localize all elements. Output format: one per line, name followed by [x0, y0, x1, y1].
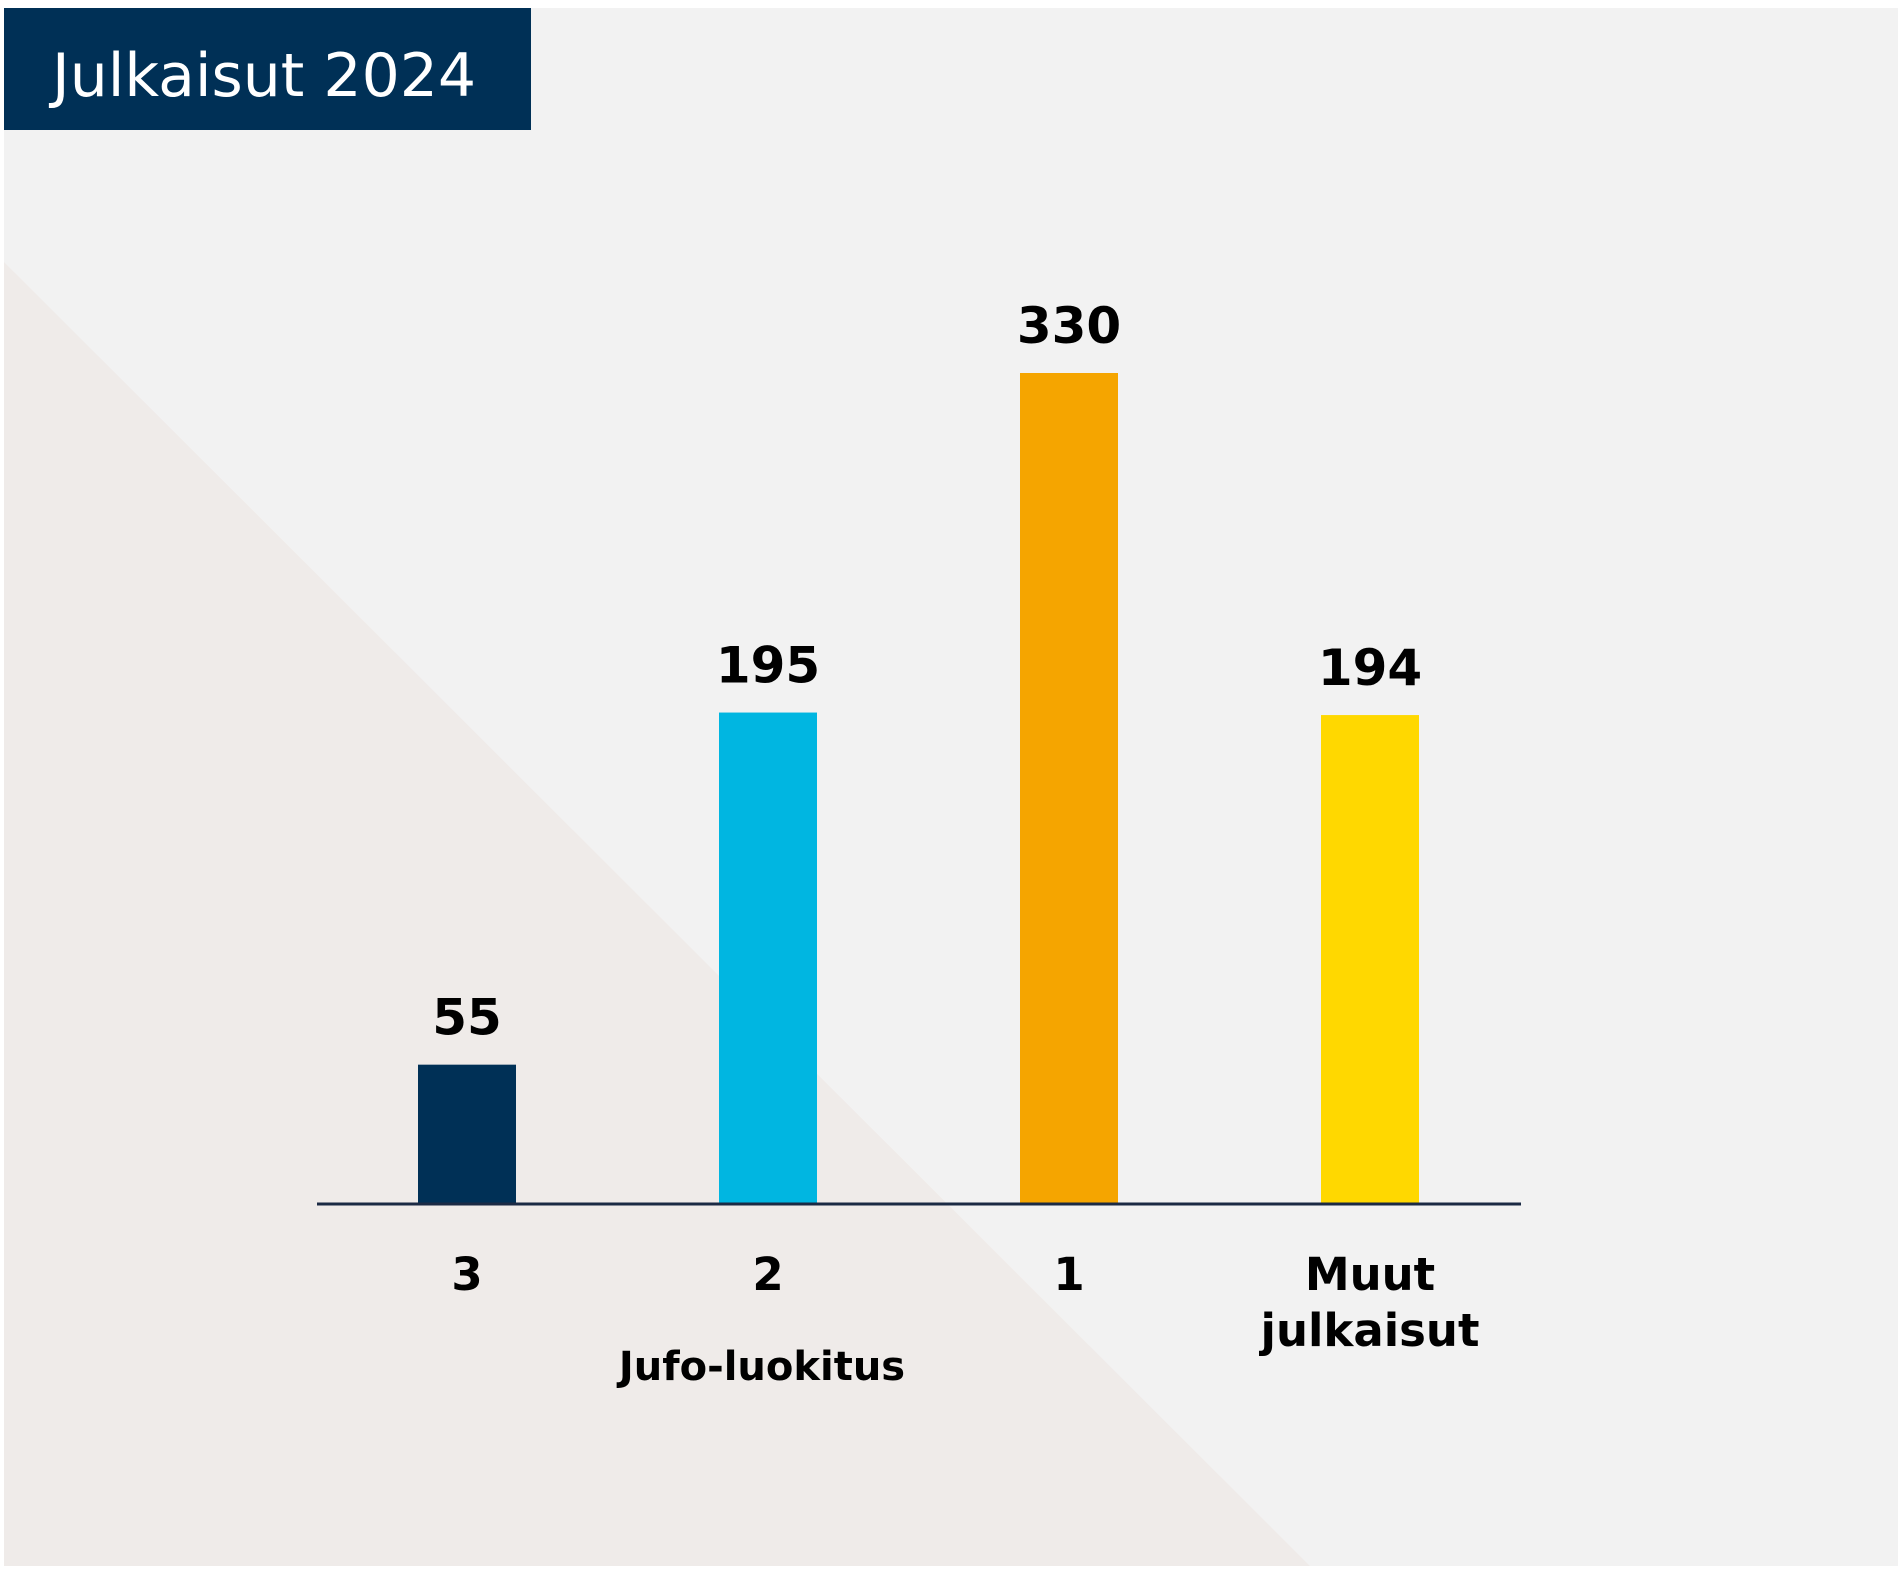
bar-1 [719, 712, 817, 1203]
category-label-3-line-0: Muut [1305, 1248, 1435, 1301]
value-label-2: 330 [1017, 297, 1121, 355]
category-label-3-line-1: julkaisut [1259, 1304, 1480, 1357]
value-label-1: 195 [716, 637, 820, 695]
bars [418, 373, 1419, 1203]
title-background [4, 8, 531, 130]
bar-3 [1321, 715, 1419, 1203]
background-triangle [4, 262, 1310, 1566]
category-label-0: 3 [451, 1248, 482, 1301]
value-label-3: 194 [1318, 639, 1422, 697]
value-label-0: 55 [432, 989, 502, 1047]
value-labels: 55 195 330 194 [432, 297, 1422, 1047]
category-label-2: 1 [1053, 1248, 1084, 1301]
x-axis-title: Jufo-luokitus [616, 1344, 905, 1390]
bar-2 [1020, 373, 1118, 1203]
bar-0 [418, 1064, 516, 1203]
title-box: Julkaisut 2024 [4, 8, 531, 130]
category-label-1: 2 [752, 1248, 783, 1301]
chart-title: Julkaisut 2024 [48, 41, 476, 111]
